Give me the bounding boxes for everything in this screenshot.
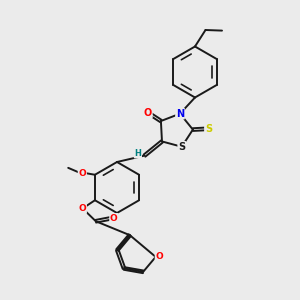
Text: O: O xyxy=(78,204,86,213)
Text: O: O xyxy=(155,252,163,261)
Text: H: H xyxy=(134,149,141,158)
Text: O: O xyxy=(144,107,152,118)
Text: S: S xyxy=(178,142,185,152)
Text: O: O xyxy=(110,214,118,223)
Text: S: S xyxy=(205,124,212,134)
Text: O: O xyxy=(78,169,86,178)
Text: N: N xyxy=(176,109,184,119)
